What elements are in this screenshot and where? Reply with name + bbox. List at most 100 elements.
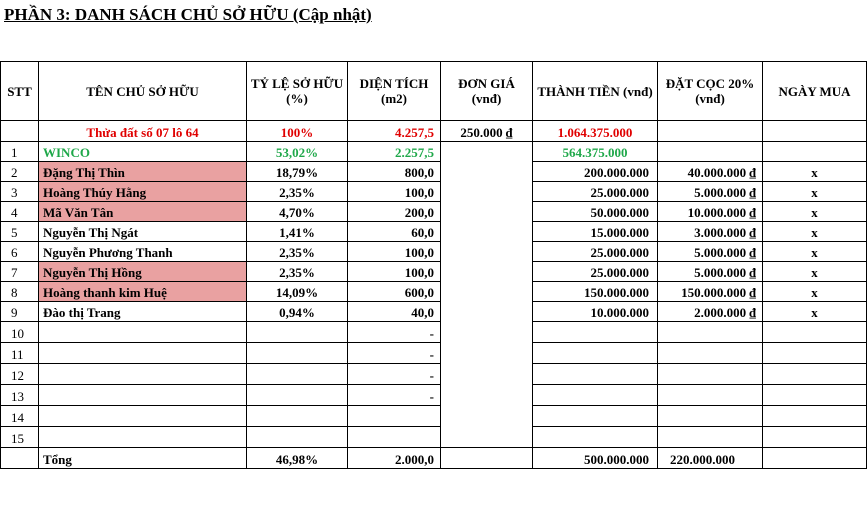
row-amount — [532, 342, 658, 364]
row-deposit — [657, 363, 763, 385]
row-ratio — [246, 321, 348, 343]
table-row: 4 Mã Văn Tân 4,70% 200,0 50.000.000 10.000.00… — [0, 201, 867, 222]
row-area: 2.257,5 — [347, 141, 441, 162]
row-unit-price — [440, 241, 533, 262]
row-deposit — [657, 384, 763, 406]
row-owner-name: Hoàng Thúy Hằng — [38, 181, 247, 202]
row-area: 600,0 — [347, 281, 441, 302]
header-area: DIỆN TÍCH (m2) — [347, 61, 441, 121]
row-ratio — [246, 384, 348, 406]
row-owner-name: WINCO — [38, 141, 247, 162]
table-row: 12 - — [0, 363, 867, 385]
row-ratio: 2,35% — [246, 241, 348, 262]
row-unit-price — [440, 384, 533, 406]
row-stt: 14 — [0, 405, 39, 427]
table-row: 14 — [0, 405, 867, 427]
row-area: 60,0 — [347, 221, 441, 242]
table-row: 5 Nguyễn Thị Ngát 1,41% 60,0 15.000.000 3.000… — [0, 221, 867, 242]
row-area: 100,0 — [347, 241, 441, 262]
row-owner-name — [38, 321, 247, 343]
row-area — [347, 405, 441, 427]
row-ratio — [246, 426, 348, 448]
row-amount — [532, 363, 658, 385]
row-owner-name: Đào thị Trang — [38, 301, 247, 322]
summary-ratio: 100% — [246, 120, 348, 142]
total-buy-date — [762, 447, 867, 469]
row-stt: 13 — [0, 384, 39, 406]
row-owner-name — [38, 363, 247, 385]
row-ratio: 53,02% — [246, 141, 348, 162]
row-amount — [532, 426, 658, 448]
row-ratio: 2,35% — [246, 181, 348, 202]
row-amount: 150.000.000 — [532, 281, 658, 302]
row-buy-date-mark — [762, 405, 867, 427]
summary-name: Thửa đất số 07 lô 64 — [38, 120, 247, 142]
row-owner-name — [38, 426, 247, 448]
row-ratio: 1,41% — [246, 221, 348, 242]
row-deposit — [657, 405, 763, 427]
row-stt: 10 — [0, 321, 39, 343]
row-area: - — [347, 384, 441, 406]
row-amount: 200.000.000 — [532, 161, 658, 182]
row-amount: 50.000.000 — [532, 201, 658, 222]
summary-row: Thửa đất số 07 lô 64 100% 4.257,5 250.00… — [0, 120, 867, 142]
row-buy-date-mark: x — [762, 201, 867, 222]
row-area: 100,0 — [347, 261, 441, 282]
header-deposit: ĐẶT CỌC 20% (vnđ) — [657, 61, 763, 121]
row-stt: 5 — [0, 221, 39, 242]
row-buy-date-mark: x — [762, 261, 867, 282]
row-unit-price — [440, 281, 533, 302]
row-deposit — [657, 342, 763, 364]
table-row: 8 Hoàng thanh kim Huệ 14,09% 600,0 150.000.0… — [0, 281, 867, 302]
header-amount: THÀNH TIỀN (vnđ) — [532, 61, 658, 121]
row-deposit: 5.000.000 ₫ — [657, 241, 763, 262]
row-unit-price — [440, 141, 533, 162]
row-stt: 11 — [0, 342, 39, 364]
row-stt: 15 — [0, 426, 39, 448]
total-deposit: 220.000.000 — [657, 447, 763, 469]
row-unit-price — [440, 426, 533, 448]
row-deposit: 150.000.000 ₫ — [657, 281, 763, 302]
row-owner-name: Nguyễn Thị Hồng — [38, 261, 247, 282]
summary-unit-price: 250.000 ₫ — [440, 120, 533, 142]
row-unit-price — [440, 261, 533, 282]
row-stt: 7 — [0, 261, 39, 282]
row-deposit: 2.000.000 ₫ — [657, 301, 763, 322]
row-owner-name — [38, 384, 247, 406]
row-area: - — [347, 342, 441, 364]
row-amount: 15.000.000 — [532, 221, 658, 242]
table-row: 15 — [0, 426, 867, 448]
total-unit-price — [440, 447, 533, 469]
row-stt: 4 — [0, 201, 39, 222]
header-row: STT TÊN CHỦ SỞ HỮU TỶ LỆ SỞ HỮU (%) DIỆN… — [0, 61, 867, 121]
row-amount — [532, 405, 658, 427]
row-buy-date-mark: x — [762, 281, 867, 302]
total-row: Tổng 46,98% 2.000,0 500.000.000 220.000.000 — [0, 447, 867, 469]
header-unit-price: ĐƠN GIÁ (vnđ) — [440, 61, 533, 121]
row-stt: 9 — [0, 301, 39, 322]
row-owner-name: Hoàng thanh kim Huệ — [38, 281, 247, 302]
row-unit-price — [440, 161, 533, 182]
row-ratio: 2,35% — [246, 261, 348, 282]
row-deposit: 40.000.000 ₫ — [657, 161, 763, 182]
row-amount: 25.000.000 — [532, 261, 658, 282]
header-stt: STT — [0, 61, 39, 121]
total-ratio: 46,98% — [246, 447, 348, 469]
row-area — [347, 426, 441, 448]
table-row: 6 Nguyễn Phương Thanh 2,35% 100,0 25.000.000… — [0, 241, 867, 262]
row-unit-price — [440, 201, 533, 222]
row-unit-price — [440, 221, 533, 242]
row-deposit — [657, 321, 763, 343]
row-amount — [532, 384, 658, 406]
summary-amount: 1.064.375.000 — [532, 120, 658, 142]
row-buy-date-mark — [762, 384, 867, 406]
row-ratio: 0,94% — [246, 301, 348, 322]
row-buy-date-mark — [762, 363, 867, 385]
row-buy-date-mark: x — [762, 181, 867, 202]
row-owner-name: Mã Văn Tân — [38, 201, 247, 222]
row-deposit: 5.000.000 ₫ — [657, 261, 763, 282]
summary-stt — [0, 120, 39, 142]
header-ratio: TỶ LỆ SỞ HỮU (%) — [246, 61, 348, 121]
row-stt: 1 — [0, 141, 39, 162]
summary-buy-date — [762, 120, 867, 142]
